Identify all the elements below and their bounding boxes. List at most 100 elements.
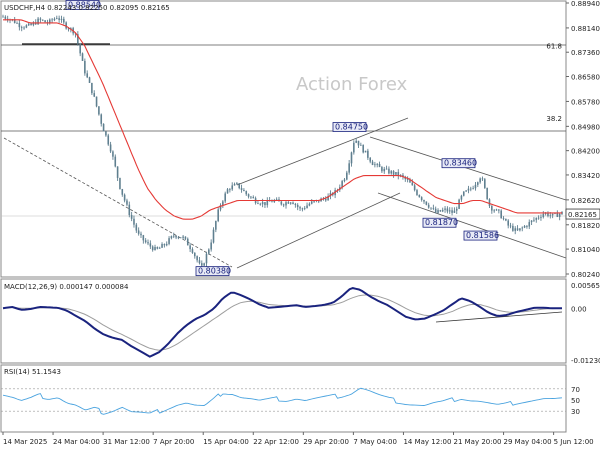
candle-body (23, 27, 25, 29)
candle-body (135, 224, 138, 231)
candle-body (280, 201, 283, 205)
macd-layer (2, 287, 563, 358)
candle-body (491, 205, 493, 211)
candle-body (247, 194, 250, 197)
candle-body (210, 242, 212, 250)
candle-body (250, 196, 252, 198)
candle-body (512, 225, 514, 231)
price-annotation-box (65, 0, 100, 10)
macd-trendline (435, 311, 563, 323)
rsi-tick-label: 70 (571, 386, 580, 394)
candle-body (453, 210, 456, 213)
candle-body (448, 210, 451, 212)
candle-body (95, 96, 98, 107)
x-tick-label: 24 Mar 04:00 (53, 438, 100, 446)
candle-body (37, 18, 39, 25)
x-tick-label: 14 Mar 2025 (3, 438, 47, 446)
candle-body (121, 189, 124, 195)
candle-body (32, 22, 35, 26)
candle-body (289, 202, 292, 204)
candle-body (324, 198, 327, 201)
candle-body (451, 210, 453, 213)
ema-layer (3, 19, 562, 220)
candle-body (395, 172, 397, 175)
candle-body (184, 236, 187, 239)
candle-body (509, 225, 512, 227)
candle-body (439, 210, 442, 212)
rsi-title: RSI(14) 51.1543 (4, 368, 61, 376)
candle-body (20, 27, 23, 28)
candle-body (406, 179, 409, 180)
macd-line (2, 287, 562, 358)
x-tick-label: 21 May 20:00 (454, 438, 502, 446)
candle-body (474, 184, 477, 189)
candle-body (79, 43, 81, 54)
candle-body (4, 16, 7, 19)
candle-body (105, 131, 107, 136)
y-tick-label: 0.80240 (571, 271, 600, 279)
candle-body (357, 140, 360, 146)
candle-body (77, 34, 79, 44)
y-tick-label: 0.83420 (571, 172, 600, 180)
candle-body (418, 194, 421, 198)
candle-body (245, 191, 248, 195)
candle-body (551, 213, 554, 216)
candle-body (186, 238, 189, 246)
candle-body (154, 247, 156, 251)
candle-body (409, 179, 411, 183)
rsi-line (2, 387, 563, 415)
candle-body (369, 157, 372, 162)
candle-body (432, 207, 435, 209)
x-tick-label: 7 Apr 20:00 (153, 438, 194, 446)
candle-body (175, 235, 177, 238)
candle-body (542, 213, 545, 218)
x-tick-label: 31 Mar 12:00 (103, 438, 150, 446)
candle-body (74, 33, 77, 35)
candle-body (60, 18, 63, 20)
price-annotation-label: 0.88540 (68, 0, 101, 9)
candle-body (484, 179, 486, 188)
price-annotation-label: 0.83460 (444, 159, 477, 168)
candle-body (65, 22, 67, 29)
candle-body (128, 204, 131, 216)
candle-body (58, 18, 60, 20)
channel-up-top (236, 117, 409, 186)
y-tick-label: 0.86580 (571, 74, 600, 82)
candle-body (41, 19, 44, 21)
candle-body (191, 249, 194, 253)
macd-title: MACD(12,26,9) 0.000147 0.000084 (4, 283, 129, 291)
macd-pane (0, 278, 567, 364)
candle-body (67, 28, 70, 30)
candle-body (430, 207, 432, 209)
candle-body (25, 25, 28, 28)
candle-body (294, 203, 297, 205)
y-tick-label: 0.88140 (571, 25, 600, 33)
candle-body (98, 106, 100, 115)
candle-body (193, 252, 196, 257)
candle-body (217, 209, 219, 221)
main-title: USDCHF,H4 0.82243 0.82250 0.82095 0.8216… (4, 4, 170, 12)
candle-body (343, 179, 346, 182)
candle-body (364, 150, 367, 153)
candle-body (420, 197, 423, 200)
candle-body (224, 193, 226, 202)
candle-body (476, 182, 479, 185)
candle-body (299, 207, 301, 209)
candle-body (13, 19, 16, 23)
candle-body (243, 189, 245, 192)
x-tick-label: 5 Jun 12:00 (554, 438, 594, 446)
last-price-box (565, 208, 600, 220)
candle-body (44, 20, 46, 23)
candle-body (455, 208, 458, 211)
candle-body (350, 152, 353, 164)
rsi-tick-label: 30 (571, 408, 580, 416)
candle-body (558, 213, 561, 217)
candle-body (397, 172, 400, 176)
candle-body (238, 183, 241, 189)
price-annotation-label: 0.80380 (198, 267, 231, 276)
candle-body (306, 205, 308, 209)
candle-body (521, 227, 524, 229)
candle-body (303, 208, 306, 209)
candle-body (519, 228, 521, 231)
